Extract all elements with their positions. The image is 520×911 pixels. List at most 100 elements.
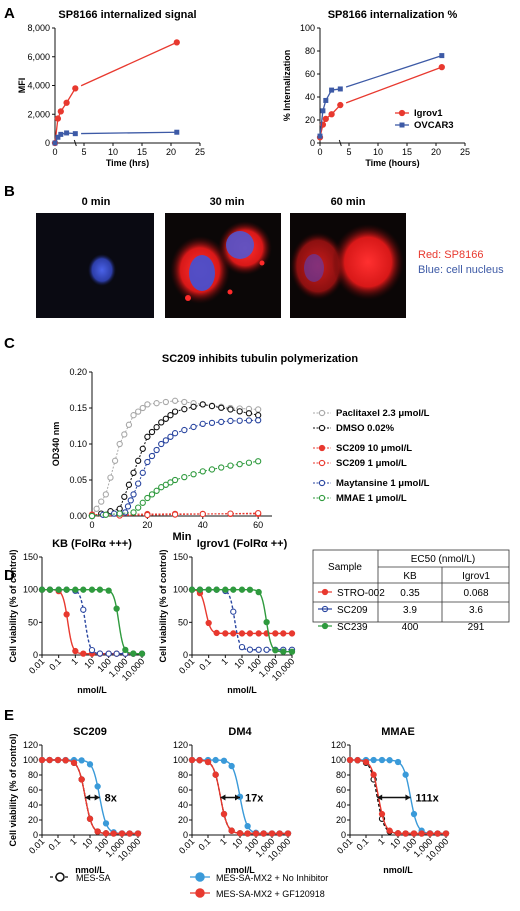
table-header-sample: Sample [328,562,362,573]
legend-label: Paclitaxel 2.3 μmol/L [336,408,430,419]
data-point [46,756,53,764]
data-point [218,404,225,411]
x-tick-label: 0.1 [47,656,63,672]
data-point [118,830,126,837]
y-tick-label: 0.05 [69,475,87,485]
data-point [135,480,142,487]
data-point [394,830,402,837]
table-row-kb: 400 [402,622,419,633]
data-point [72,647,79,655]
legend-marker [195,872,205,882]
y-tick-label: 100 [173,755,188,765]
data-point [55,134,61,140]
y-tick-label: 150 [23,552,38,562]
data-point [199,420,206,427]
data-point [228,827,235,834]
x-axis-label: Time (hours) [365,158,419,168]
data-point [122,646,129,653]
x-tick-label: 10 [230,836,244,850]
data-point [218,418,225,426]
data-point [227,417,234,425]
y-tick-label: 20 [336,815,346,825]
x-tick-label: 1 [219,656,230,667]
arrow-head-left [377,794,383,801]
data-point [110,830,117,837]
data-point [227,406,234,413]
legend-marker [318,459,326,467]
data-point [134,830,142,837]
data-point [255,509,262,517]
y-tick-label: 80 [305,46,315,56]
data-point [121,431,128,438]
data-point [272,630,279,637]
x-tick-label: 0 [89,520,94,530]
y-tick-label: 40 [28,800,38,810]
data-point [378,810,386,818]
data-point [130,650,137,657]
data-point [236,830,244,837]
data-point [410,830,418,837]
data-point [370,771,377,778]
axis-break-mark [338,139,342,147]
y-tick-label: 0 [310,138,315,148]
micro-legend-red: Red: SP8166 [418,249,483,261]
data-point [199,401,206,408]
x-tick-label: 10 [388,836,402,850]
data-point [236,461,243,468]
data-point [125,481,133,488]
panel-label-c: C [4,335,15,352]
arrow-head-left [85,794,91,801]
data-point [212,756,219,764]
data-point [171,430,179,437]
data-point [386,827,393,834]
arrow-head-right [235,794,240,801]
y-tick-label: 50 [28,617,38,627]
y-axis-label: Cell viability (% of control) [8,549,18,662]
data-point [230,586,237,593]
data-point [158,440,165,448]
data-point [181,398,188,406]
data-point [96,586,104,593]
x-tick-label: 0.1 [46,836,62,852]
legend-marker [318,424,326,432]
x-axis-label: nmol/L [227,685,257,695]
y-tick-label: 100 [23,755,38,765]
y-axis-label: Cell viability (% of control) [158,549,168,662]
data-point [139,499,146,506]
data-point [204,758,212,766]
data-point [263,646,270,653]
data-point [337,101,344,109]
data-point [227,462,234,469]
data-point [171,476,179,484]
x-tick-label: 0.01 [27,656,46,675]
data-point [181,426,188,434]
data-point [105,650,112,657]
data-point [394,758,402,766]
data-point [370,756,377,764]
fold-change-label: 8x [105,793,118,805]
data-point [80,586,87,593]
data-point [378,756,386,764]
data-point [38,756,46,764]
fit-curve [42,588,142,655]
x-tick-label: 40 [198,520,208,530]
chart-tubulin-polymerization: SC209 inhibits tubulin polymerization 0.0… [51,353,430,543]
data-point [196,757,203,764]
data-point [62,757,69,764]
data-point [135,408,142,415]
x-tick-label: 1 [218,836,229,847]
legend-marker [398,109,406,117]
data-point [52,140,58,146]
data-point [418,830,425,837]
data-point [86,761,94,768]
data-point [280,648,287,655]
data-point [346,756,354,764]
data-point [162,415,169,422]
data-point [362,758,370,766]
x-tick-label: 15 [402,147,412,157]
data-point [158,419,165,426]
data-point [268,830,276,837]
data-point [171,408,179,415]
